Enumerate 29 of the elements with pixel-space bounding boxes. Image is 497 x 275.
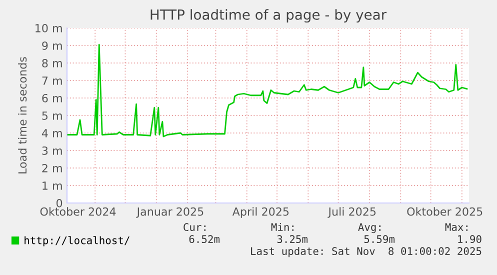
text: Avg: xyxy=(358,223,380,234)
text: Min: xyxy=(271,222,294,231)
y-tick-label: 3 m xyxy=(42,146,62,155)
text: 3.25m xyxy=(277,235,308,244)
y-tick-label: 4 m xyxy=(42,129,62,138)
x-tick-label: Oktober 2025 xyxy=(407,207,482,216)
text: 6.52m xyxy=(189,235,220,244)
x-tick-label: Oktober 2024 xyxy=(40,207,116,216)
y-tick-label: 1 m xyxy=(42,182,62,190)
text: Last update: Sat Nov 8 01:00:02 2025 xyxy=(251,246,482,258)
chart-title: HTTP loadtime of a page - by year xyxy=(150,9,387,23)
y-tick-label: 0 xyxy=(56,198,62,208)
x-tick-label: Juli 2025 xyxy=(328,207,376,218)
y-tick-label: 7 m xyxy=(42,76,62,85)
text: 5.59m xyxy=(364,235,395,244)
y-axis-title: Load time in seconds xyxy=(18,57,27,174)
text: Max: xyxy=(445,223,468,232)
y-tick-label: 6 m xyxy=(42,94,62,102)
line-series xyxy=(67,44,468,138)
legend-label: http://localhost/ xyxy=(24,236,130,246)
y-tick-label: 2 m xyxy=(42,164,62,172)
y-tick-label: 5 m xyxy=(42,112,62,120)
text: Cur: xyxy=(184,223,206,232)
y-tick-label: 10 m xyxy=(36,24,62,32)
y-tick-label: 9 m xyxy=(42,41,62,50)
x-tick-label: April 2025 xyxy=(232,207,289,218)
text: 1.90 xyxy=(458,235,482,244)
x-tick-label: Januar 2025 xyxy=(136,207,204,218)
y-tick-label: 8 m xyxy=(42,58,62,68)
